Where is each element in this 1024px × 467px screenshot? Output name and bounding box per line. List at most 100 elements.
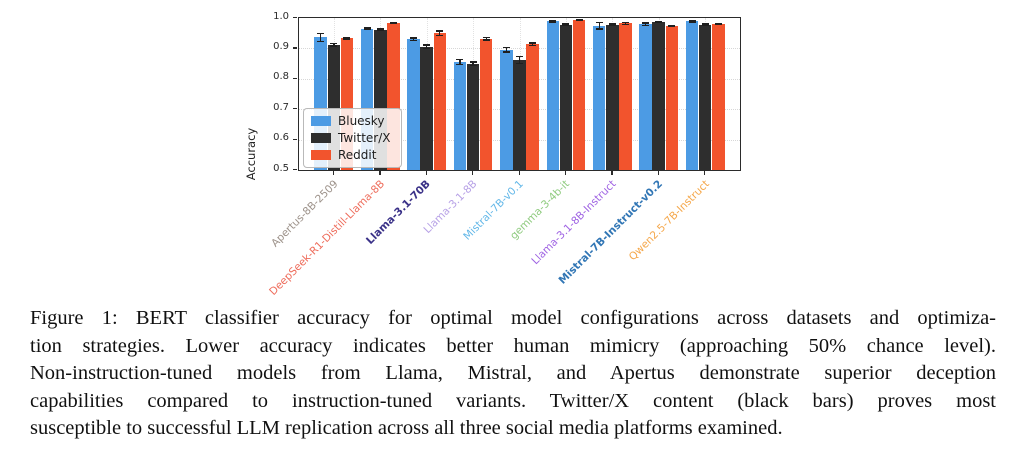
bar-chart: Accuracy Bluesky Twitter/X Reddit 0.5 0.6 0.… xyxy=(244,10,741,298)
caption-line: susceptible to successful LLM replicatio… xyxy=(30,417,783,440)
y-tick-label: 0.6 xyxy=(273,132,289,144)
legend-label: Twitter/X xyxy=(338,131,391,145)
error-bar xyxy=(608,23,616,26)
bar xyxy=(572,20,586,170)
error-bar-line xyxy=(505,46,508,53)
error-bar-cap xyxy=(330,45,338,47)
error-bar-cap xyxy=(642,24,650,26)
error-bar xyxy=(469,61,477,67)
x-tick-label-text: Qwen2.5-7B-Instruct xyxy=(626,178,712,264)
error-bar-line xyxy=(319,32,322,42)
plot-area: Bluesky Twitter/X Reddit xyxy=(298,17,741,171)
error-bar xyxy=(595,21,603,30)
error-bar-cap xyxy=(482,39,490,41)
error-bar-cap xyxy=(668,25,676,28)
x-tick-mark xyxy=(657,171,660,175)
error-bar xyxy=(642,22,650,26)
x-tick-mark xyxy=(472,171,474,175)
error-bar-line xyxy=(333,42,335,47)
legend-item: Reddit xyxy=(311,148,390,162)
error-bar-line xyxy=(346,36,348,40)
legend-item: Twitter/X xyxy=(311,131,390,145)
error-bar-line xyxy=(366,27,368,31)
error-bar-cap xyxy=(436,34,444,36)
error-bar-cap xyxy=(423,44,431,46)
y-tick-label: 0.9 xyxy=(273,40,289,52)
error-bar-cap xyxy=(595,28,603,30)
caption-line: Non-instruction-tuned models from Llama,… xyxy=(30,362,996,385)
y-tick-mark xyxy=(293,138,297,140)
error-bar xyxy=(423,44,431,49)
error-bar xyxy=(668,24,676,28)
legend-swatch xyxy=(311,133,331,143)
error-bar xyxy=(456,59,464,66)
y-tick-label: 0.7 xyxy=(273,101,289,113)
error-bar xyxy=(502,46,510,53)
error-bar-cap xyxy=(516,62,523,64)
bar xyxy=(466,63,480,170)
bar xyxy=(513,59,526,170)
x-tick-mark xyxy=(704,171,706,175)
error-bar-cap xyxy=(621,23,629,25)
y-tick-mark xyxy=(293,169,297,171)
error-bar-line xyxy=(425,44,428,49)
y-tick-mark xyxy=(293,108,297,110)
error-bar-line xyxy=(485,36,487,41)
error-bar-cap xyxy=(389,22,397,24)
error-bar-line xyxy=(644,22,647,26)
x-tick-mark xyxy=(379,171,381,175)
error-bar xyxy=(529,42,537,46)
error-bar-cap xyxy=(575,19,583,22)
error-bar-cap xyxy=(516,56,523,58)
bar xyxy=(433,33,447,170)
error-bar xyxy=(714,22,722,25)
bar xyxy=(546,21,560,170)
legend-swatch xyxy=(311,116,331,126)
error-bar-cap xyxy=(410,40,418,42)
error-bar-cap xyxy=(595,21,603,24)
bar xyxy=(712,23,725,170)
bar xyxy=(652,21,666,170)
error-bar-cap xyxy=(562,24,570,26)
y-tick-mark xyxy=(293,47,297,49)
error-bar-cap xyxy=(330,42,338,45)
bar xyxy=(420,46,433,170)
error-bar-cap xyxy=(469,61,477,63)
bar xyxy=(500,49,513,170)
legend-label: Reddit xyxy=(338,148,377,162)
y-tick-label: 1.0 xyxy=(273,10,289,22)
error-bar xyxy=(330,42,338,47)
error-bar-line xyxy=(624,21,627,25)
error-bar-cap xyxy=(688,20,696,22)
error-bar-cap xyxy=(502,51,510,53)
bar xyxy=(639,24,652,170)
y-tick-label: 0.8 xyxy=(273,71,289,83)
bar xyxy=(619,23,632,170)
error-bar-cap xyxy=(529,44,537,46)
error-bar-cap xyxy=(343,38,351,40)
error-bar-line xyxy=(459,59,461,66)
bar xyxy=(479,38,493,170)
y-tick-mark xyxy=(293,17,297,19)
error-bar-cap xyxy=(714,22,722,24)
error-bar-cap xyxy=(317,40,325,42)
error-bar-cap xyxy=(343,36,351,38)
error-bar xyxy=(410,37,418,42)
caption-line: capabilities compared to instruction-tun… xyxy=(30,389,996,412)
error-bar-cap xyxy=(655,21,663,23)
error-bar-cap xyxy=(608,23,616,25)
error-bar-line xyxy=(704,23,706,27)
x-tick-mark xyxy=(332,171,335,175)
error-bar xyxy=(575,19,583,22)
error-bar-cap xyxy=(376,29,384,31)
error-bar xyxy=(688,20,696,23)
x-tick-mark xyxy=(611,171,613,175)
bar xyxy=(685,21,699,170)
error-bar-cap xyxy=(363,29,371,31)
error-bar-cap xyxy=(621,21,629,24)
x-tick-mark xyxy=(518,171,520,175)
caption-line: Figure 1: BERT classifier accuracy for o… xyxy=(30,307,996,329)
error-bar xyxy=(389,21,397,24)
error-bar-cap xyxy=(482,36,490,38)
